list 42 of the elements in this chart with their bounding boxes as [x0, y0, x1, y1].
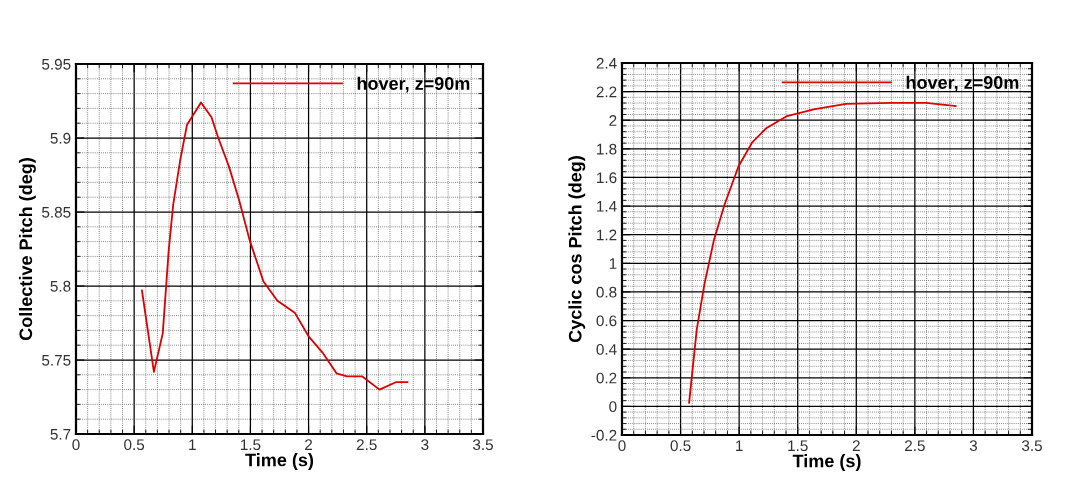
x-tick-label: 2.5	[905, 440, 925, 452]
y-tick-label: 2	[609, 115, 617, 126]
y-tick-label: 5.75	[42, 355, 71, 366]
x-axis-title: Time (s)	[245, 453, 314, 470]
y-axis-title: Collective Pitch (deg)	[18, 158, 36, 341]
x-tick-label: 3	[421, 439, 429, 451]
x-tick-label: 0	[72, 439, 80, 451]
y-tick-label: 1.8	[597, 143, 617, 155]
y-tick-label: 5.95	[42, 58, 71, 70]
y-tick-label: 0.6	[596, 315, 617, 327]
y-tick-label: 1.2	[597, 229, 617, 241]
x-tick-label: 3	[969, 440, 978, 452]
y-tick-label: 2.4	[596, 57, 617, 69]
x-tick-label: 2.5	[356, 439, 377, 451]
y-tick-label: 0.4	[596, 344, 617, 355]
y-axis-title: Cyclic cos Pitch (deg)	[568, 156, 586, 343]
y-tick-label: 1.6	[597, 172, 617, 184]
y-tick-label: 5.7	[50, 429, 71, 440]
x-tick-label: 0.5	[670, 440, 691, 452]
y-tick-label: 5.9	[50, 132, 71, 144]
x-tick-label: 1	[189, 439, 196, 450]
x-tick-label: 0.5	[124, 439, 145, 451]
x-tick-label: 1.5	[788, 440, 808, 452]
y-tick-label: 2.2	[596, 86, 617, 98]
y-tick-label: 0	[609, 401, 617, 413]
x-tick-label: 1	[736, 440, 743, 451]
x-tick-label: 1.5	[240, 439, 261, 451]
y-tick-label: 0.8	[596, 286, 617, 298]
x-tick-label: 2	[852, 440, 860, 451]
y-tick-label: 5.85	[42, 206, 71, 218]
x-tick-label: 0	[618, 440, 626, 452]
x-axis-title: Time (s)	[792, 454, 861, 471]
x-tick-label: 2	[305, 439, 313, 450]
y-tick-label: -0.2	[591, 429, 617, 441]
y-tick-label: 1.4	[597, 201, 617, 212]
line-series	[141, 101, 409, 391]
x-tick-label: 3.5	[1021, 440, 1042, 452]
y-tick-label: 1	[609, 258, 617, 269]
line-series	[688, 102, 957, 404]
x-tick-label: 3.5	[472, 439, 493, 451]
y-tick-label: 5.8	[50, 280, 71, 292]
y-tick-label: 0.2	[596, 372, 617, 384]
